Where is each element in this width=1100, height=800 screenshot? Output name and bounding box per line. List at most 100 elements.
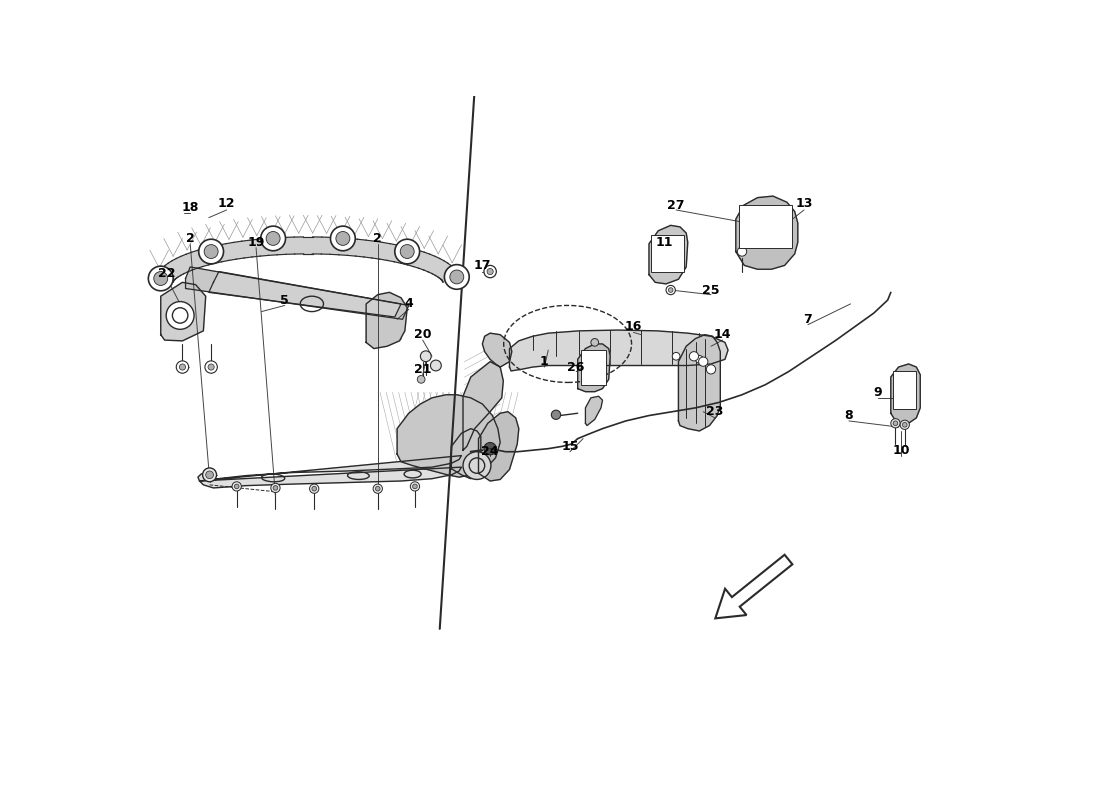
Circle shape — [375, 486, 381, 491]
Circle shape — [154, 271, 167, 286]
Circle shape — [166, 302, 194, 330]
Circle shape — [148, 266, 173, 291]
Polygon shape — [451, 429, 481, 478]
Text: 1: 1 — [540, 355, 549, 368]
Circle shape — [893, 421, 898, 426]
Text: 25: 25 — [702, 283, 719, 297]
Polygon shape — [176, 256, 188, 274]
Polygon shape — [418, 252, 430, 270]
Polygon shape — [198, 455, 462, 488]
Circle shape — [430, 360, 441, 371]
Text: 19: 19 — [248, 236, 265, 249]
Circle shape — [417, 375, 425, 383]
Polygon shape — [585, 396, 603, 426]
Polygon shape — [442, 273, 459, 282]
Circle shape — [412, 484, 417, 489]
Circle shape — [747, 227, 756, 234]
Polygon shape — [172, 258, 185, 276]
Polygon shape — [397, 394, 500, 477]
Polygon shape — [321, 237, 331, 254]
FancyBboxPatch shape — [368, 300, 402, 340]
Bar — [893, 371, 916, 410]
Circle shape — [672, 353, 680, 360]
Polygon shape — [434, 261, 448, 278]
Polygon shape — [312, 237, 321, 254]
Polygon shape — [218, 244, 229, 262]
Circle shape — [744, 223, 759, 238]
Polygon shape — [242, 240, 252, 258]
Circle shape — [208, 364, 214, 370]
Circle shape — [551, 410, 561, 419]
Polygon shape — [509, 330, 728, 371]
Bar — [651, 234, 684, 271]
Circle shape — [373, 484, 383, 494]
Text: 18: 18 — [182, 201, 199, 214]
Text: 7: 7 — [803, 313, 812, 326]
Circle shape — [771, 223, 786, 238]
Circle shape — [487, 269, 493, 274]
Polygon shape — [295, 237, 304, 254]
Circle shape — [205, 245, 218, 258]
Circle shape — [309, 484, 319, 494]
Polygon shape — [379, 242, 390, 261]
Polygon shape — [226, 242, 236, 261]
Circle shape — [420, 351, 431, 362]
Circle shape — [695, 355, 703, 363]
Circle shape — [336, 231, 350, 246]
Circle shape — [666, 286, 675, 294]
Polygon shape — [441, 270, 458, 282]
Polygon shape — [578, 344, 610, 392]
Polygon shape — [478, 412, 519, 481]
Text: 23: 23 — [706, 405, 724, 418]
Polygon shape — [400, 246, 411, 265]
Polygon shape — [424, 254, 436, 272]
Text: 11: 11 — [656, 236, 673, 249]
Polygon shape — [339, 238, 349, 255]
Polygon shape — [463, 362, 504, 450]
Circle shape — [698, 357, 708, 366]
Circle shape — [410, 482, 419, 491]
Polygon shape — [649, 226, 688, 284]
Text: 17: 17 — [474, 259, 491, 272]
Text: 27: 27 — [668, 199, 685, 212]
Polygon shape — [211, 245, 222, 263]
Bar — [581, 350, 606, 385]
Text: 24: 24 — [482, 446, 499, 458]
Circle shape — [330, 226, 355, 250]
Circle shape — [205, 361, 218, 373]
Circle shape — [179, 364, 186, 370]
Polygon shape — [186, 267, 409, 319]
Circle shape — [395, 239, 419, 264]
Text: 14: 14 — [714, 328, 732, 341]
Text: 21: 21 — [414, 363, 431, 376]
Polygon shape — [180, 254, 192, 272]
Circle shape — [891, 418, 900, 428]
Polygon shape — [891, 364, 921, 426]
Polygon shape — [348, 238, 358, 256]
Circle shape — [902, 422, 908, 427]
Polygon shape — [431, 258, 444, 276]
Polygon shape — [304, 237, 312, 254]
Polygon shape — [205, 246, 216, 265]
Circle shape — [690, 352, 698, 361]
Circle shape — [450, 270, 464, 284]
Circle shape — [266, 231, 280, 246]
Polygon shape — [163, 266, 176, 281]
Polygon shape — [330, 238, 340, 254]
Polygon shape — [407, 249, 418, 266]
Text: 16: 16 — [625, 321, 642, 334]
Text: 2: 2 — [186, 232, 195, 245]
Circle shape — [484, 266, 496, 278]
Polygon shape — [157, 273, 174, 282]
Circle shape — [202, 468, 217, 482]
Circle shape — [232, 482, 241, 491]
Circle shape — [400, 245, 415, 258]
Polygon shape — [372, 242, 383, 259]
Text: 26: 26 — [568, 361, 585, 374]
Text: 10: 10 — [892, 444, 910, 457]
Text: 15: 15 — [561, 440, 579, 453]
Text: 13: 13 — [795, 198, 813, 210]
Polygon shape — [394, 245, 405, 263]
Polygon shape — [438, 263, 451, 279]
Circle shape — [669, 288, 673, 292]
